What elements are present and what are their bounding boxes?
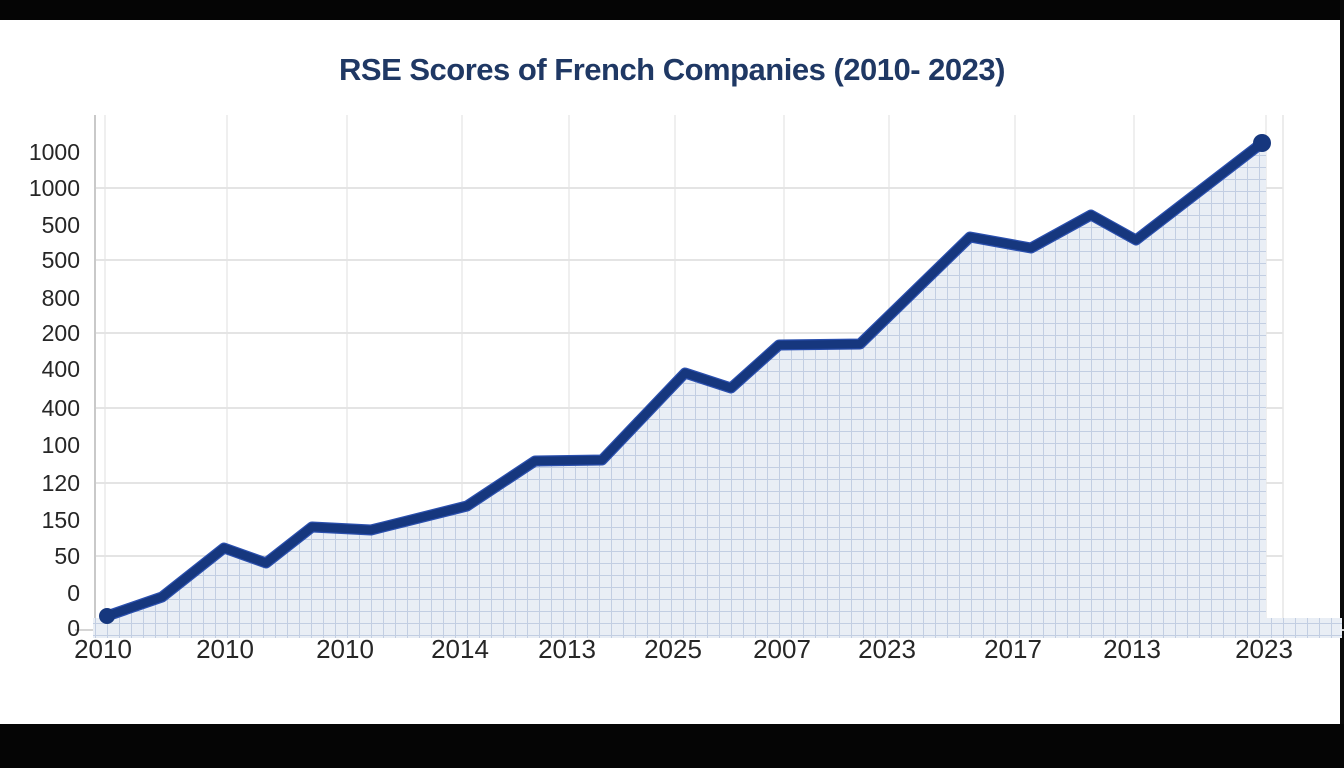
y-tick-label: 400	[42, 395, 80, 421]
y-tick-label: 150	[42, 507, 80, 533]
x-tick-label: 2017	[984, 634, 1042, 664]
y-tick-label: 800	[42, 285, 80, 311]
x-tick-label: 2014	[431, 634, 489, 664]
bottom-letterbox-bar	[0, 724, 1344, 768]
x-tick-label: 2010	[316, 634, 374, 664]
y-tick-label: 500	[42, 212, 80, 238]
end-point-marker	[1253, 134, 1271, 152]
x-tick-label: 2010	[196, 634, 254, 664]
y-tick-label: 0	[67, 615, 80, 641]
y-tick-label: 500	[42, 247, 80, 273]
y-tick-label: 400	[42, 356, 80, 382]
series-line	[102, 138, 1267, 621]
y-tick-label: 120	[42, 470, 80, 496]
chart-title: RSE Scores of French Companies (2010- 20…	[339, 52, 1005, 87]
y-tick-label: 100	[42, 432, 80, 458]
x-tick-label: 2013	[1103, 634, 1161, 664]
x-tick-label: 2025	[644, 634, 702, 664]
area-fill	[107, 143, 1266, 627]
x-tick-label: 2010	[74, 634, 132, 664]
top-letterbox-bar	[0, 0, 1344, 20]
x-tick-label: 2023	[1235, 634, 1293, 664]
right-edge-bar	[1340, 0, 1344, 724]
x-tick-label: 2007	[753, 634, 811, 664]
y-tick-label: 1000	[29, 175, 80, 201]
x-tick-label: 2013	[538, 634, 596, 664]
x-tick-label: 2023	[858, 634, 916, 664]
y-tick-label: 1000	[29, 139, 80, 165]
y-tick-label: 0	[67, 580, 80, 606]
y-tick-label: 200	[42, 320, 80, 346]
start-point-marker	[99, 608, 115, 624]
y-tick-label: 50	[54, 543, 80, 569]
